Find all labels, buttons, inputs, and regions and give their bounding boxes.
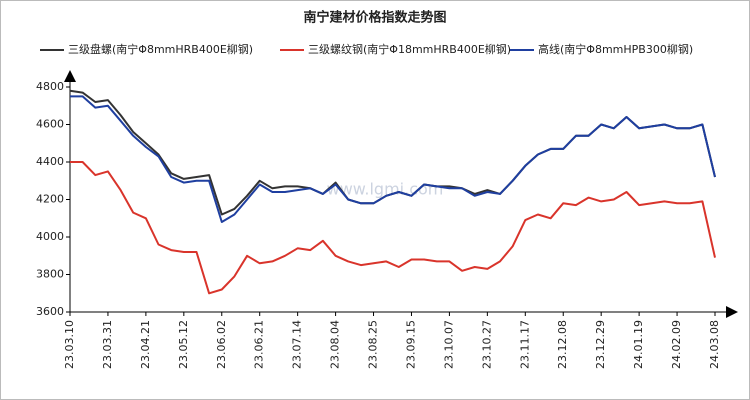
- x-tick-label: 23.07.14: [291, 320, 304, 369]
- x-tick-label: 23.08.25: [367, 320, 380, 369]
- x-tick-label: 23.04.21: [139, 320, 152, 369]
- y-tick-label: 3800: [36, 268, 64, 281]
- y-tick-label: 4200: [36, 193, 64, 206]
- x-tick-label: 23.06.02: [215, 320, 228, 369]
- x-arrow: [726, 306, 738, 318]
- y-tick-label: 4800: [36, 80, 64, 93]
- y-tick-label: 4400: [36, 155, 64, 168]
- x-tick-label: 23.06.21: [253, 320, 266, 369]
- y-tick-label: 3600: [36, 305, 64, 318]
- x-tick-label: 23.05.12: [177, 320, 190, 369]
- x-tick-label: 23.03.31: [101, 320, 114, 369]
- y-arrow: [64, 70, 76, 82]
- x-tick-label: 23.09.15: [404, 320, 417, 369]
- legend-label: 三级盘螺(南宁Φ8mmHRB400E柳钢): [68, 42, 253, 56]
- legend-label: 高线(南宁Φ8mmHPB300柳钢): [538, 42, 693, 56]
- legend-label: 三级螺纹钢(南宁Φ18mmHRB400E柳钢): [308, 42, 511, 56]
- x-tick-label: 23.10.27: [480, 320, 493, 369]
- y-tick-label: 4000: [36, 230, 64, 243]
- chart-title: 南宁建材价格指数走势图: [303, 10, 446, 26]
- x-tick-label: 24.03.08: [708, 320, 721, 369]
- x-tick-label: 24.02.09: [670, 320, 683, 369]
- x-tick-label: 23.10.07: [442, 320, 455, 369]
- x-tick-label: 23.03.10: [63, 320, 76, 369]
- x-tick-label: 23.12.08: [556, 320, 569, 369]
- y-tick-label: 4600: [36, 118, 64, 131]
- x-tick-label: 23.08.04: [329, 320, 342, 369]
- series-line: [70, 95, 716, 223]
- x-tick-label: 24.01.19: [632, 320, 645, 369]
- series-line: [70, 161, 716, 295]
- x-tick-label: 23.12.29: [594, 320, 607, 369]
- x-tick-label: 23.11.17: [518, 320, 531, 369]
